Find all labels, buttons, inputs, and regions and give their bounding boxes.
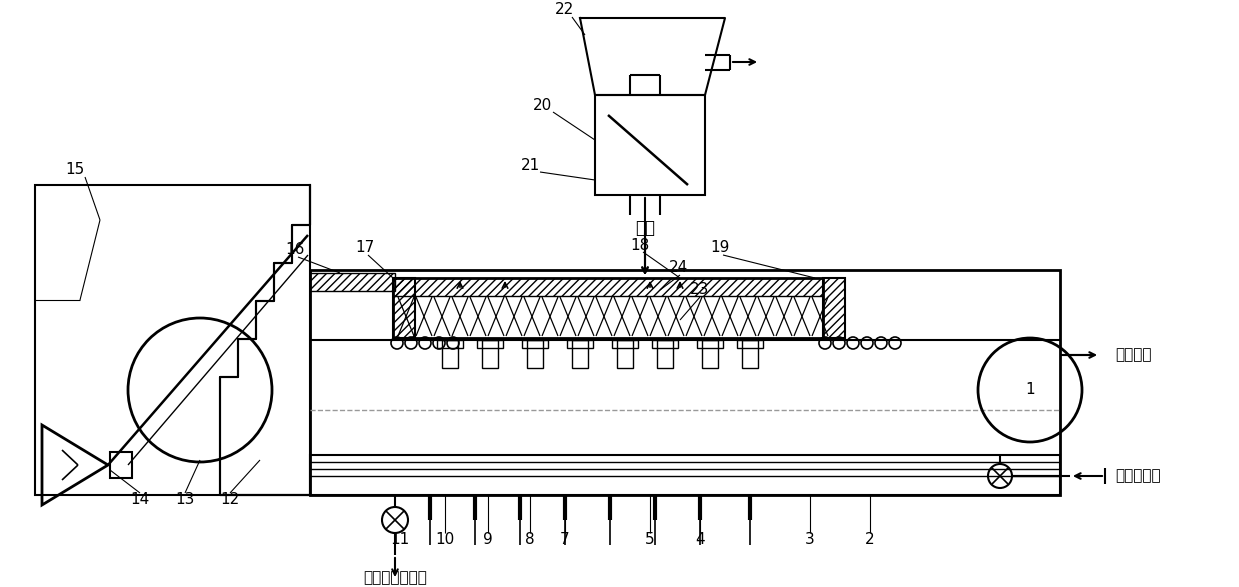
- Bar: [310, 273, 395, 291]
- Text: 循环冷却油出口: 循环冷却油出口: [363, 570, 427, 585]
- Text: 7: 7: [560, 532, 570, 548]
- Text: 17: 17: [356, 241, 374, 255]
- Bar: [612, 340, 638, 348]
- Text: 煽粉: 煽粉: [636, 219, 655, 237]
- Text: 8: 8: [525, 532, 535, 548]
- Text: 15: 15: [66, 163, 84, 177]
- Bar: [595, 95, 705, 195]
- Bar: [442, 340, 458, 368]
- Polygon shape: [580, 18, 725, 95]
- Text: 石墨出口: 石墨出口: [1115, 348, 1151, 363]
- Text: 22: 22: [555, 2, 575, 18]
- Bar: [482, 340, 498, 368]
- Bar: [572, 340, 589, 368]
- Bar: [110, 452, 133, 478]
- Text: 19: 19: [710, 241, 730, 255]
- Text: 10: 10: [435, 532, 455, 548]
- Polygon shape: [221, 185, 310, 495]
- Bar: [393, 278, 823, 338]
- Bar: [823, 278, 845, 338]
- Text: 16: 16: [285, 242, 305, 258]
- Text: 23: 23: [690, 282, 710, 298]
- Text: 13: 13: [175, 492, 195, 508]
- Bar: [522, 340, 548, 348]
- Bar: [698, 340, 724, 348]
- Text: 20: 20: [533, 97, 553, 113]
- Text: 12: 12: [221, 492, 239, 508]
- Bar: [393, 278, 823, 296]
- Text: 3: 3: [805, 532, 815, 548]
- Bar: [652, 340, 678, 348]
- Text: 2: 2: [865, 532, 875, 548]
- Text: 24: 24: [668, 261, 688, 275]
- Text: 14: 14: [130, 492, 150, 508]
- Bar: [527, 340, 543, 368]
- Text: 9: 9: [483, 532, 493, 548]
- Bar: [617, 340, 633, 368]
- Text: 21: 21: [520, 157, 540, 173]
- Bar: [437, 340, 463, 348]
- Text: 11: 11: [390, 532, 410, 548]
- Bar: [393, 278, 415, 338]
- Bar: [657, 340, 673, 368]
- Bar: [310, 270, 1061, 495]
- Bar: [477, 340, 503, 348]
- Text: 1: 1: [1025, 383, 1035, 397]
- Text: 18: 18: [631, 238, 649, 252]
- Bar: [737, 340, 763, 348]
- Bar: [742, 340, 758, 368]
- Bar: [310, 455, 1061, 495]
- Bar: [567, 340, 593, 348]
- Text: 5: 5: [646, 532, 655, 548]
- Text: 4: 4: [695, 532, 705, 548]
- Text: 冷却油入口: 冷却油入口: [1115, 468, 1161, 484]
- Bar: [35, 185, 310, 495]
- Bar: [703, 340, 717, 368]
